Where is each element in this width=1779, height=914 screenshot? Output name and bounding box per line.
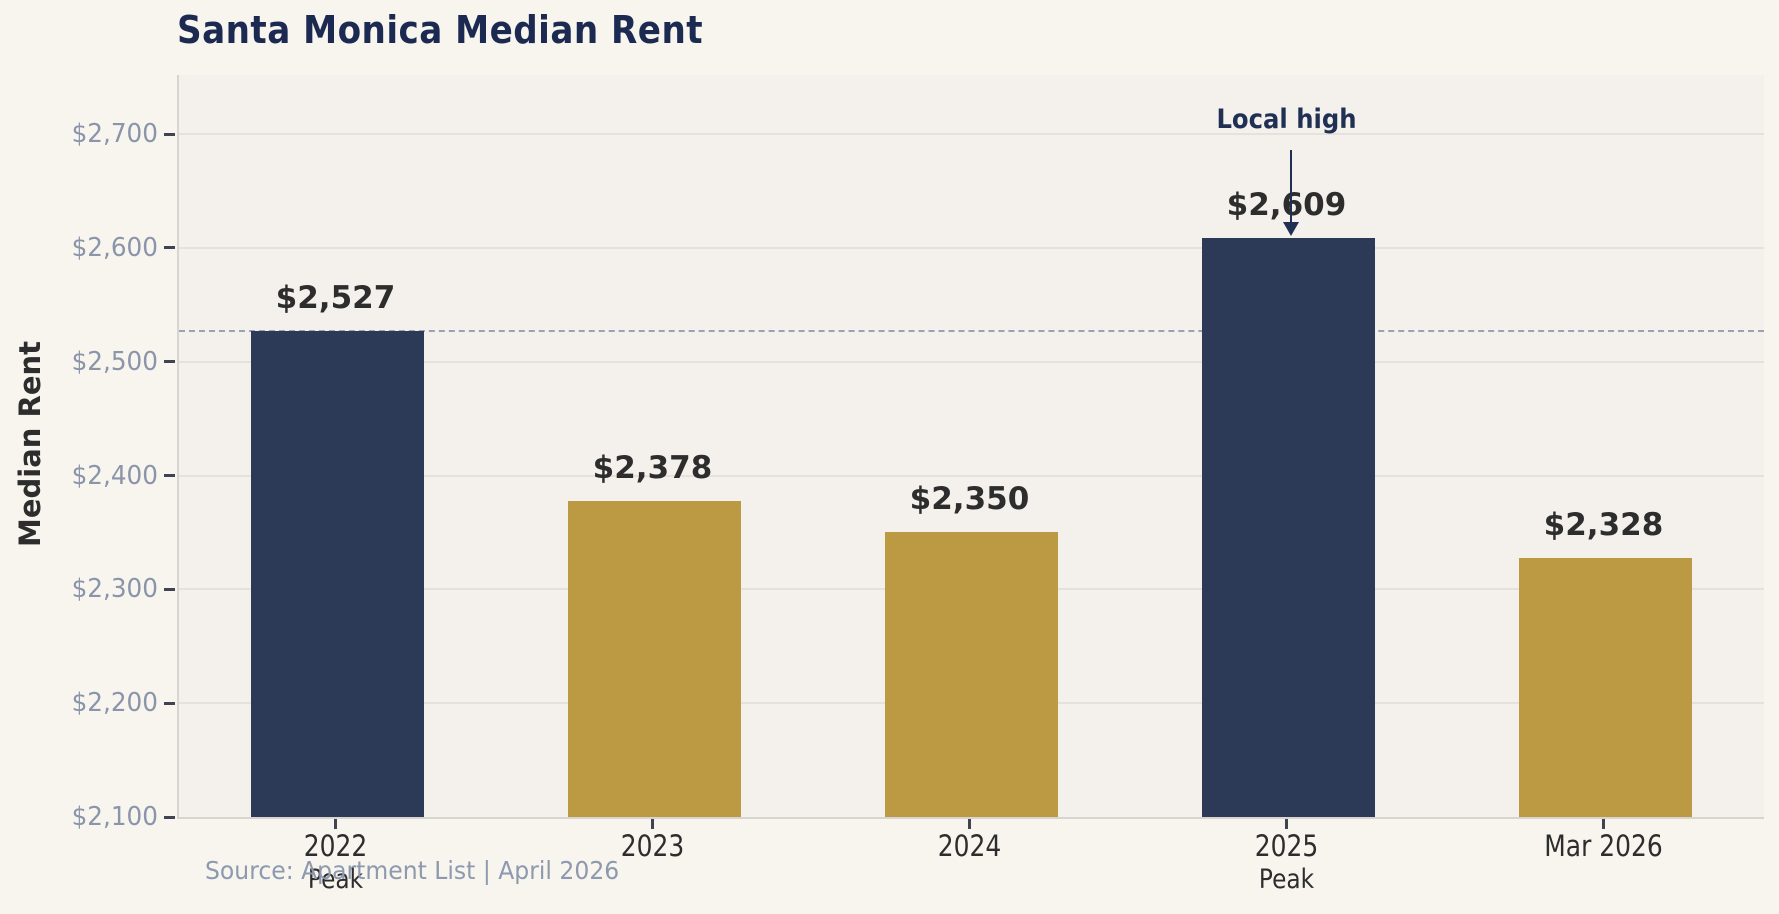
bar-value-label: $2,328	[1543, 506, 1664, 543]
x-tick-label: Mar 2026	[1544, 829, 1663, 863]
y-tick-label: $2,700	[71, 119, 158, 150]
source-caption: Source: Apartment List | April 2026	[205, 856, 620, 885]
y-tick-mark	[164, 246, 175, 250]
x-tick-label: 2024	[937, 829, 1002, 863]
bar	[568, 500, 741, 817]
x-tick-label: 2023	[620, 829, 685, 863]
gridline	[179, 360, 1764, 363]
plot-area	[177, 75, 1764, 819]
x-tick-label: 2022	[303, 829, 368, 863]
bar	[1202, 237, 1375, 817]
annotation-arrow	[1289, 150, 1292, 222]
y-tick-mark	[164, 474, 175, 478]
y-tick-mark	[164, 587, 175, 591]
y-tick-label: $2,300	[71, 574, 158, 605]
y-tick-mark	[164, 360, 175, 364]
y-tick-label: $2,600	[71, 232, 158, 263]
x-tick-mark	[651, 819, 654, 829]
x-tick-mark	[1602, 819, 1605, 829]
chart-title: Santa Monica Median Rent	[177, 8, 704, 52]
gridline	[179, 246, 1764, 249]
bar-value-label: $2,350	[909, 481, 1030, 518]
x-tick-mark	[968, 819, 971, 829]
gridline	[179, 474, 1764, 477]
bar	[885, 532, 1058, 817]
y-tick-mark	[164, 132, 175, 136]
x-sublabel-peak: Peak	[1258, 864, 1315, 895]
y-tick-mark	[164, 701, 175, 705]
y-tick-label: $2,400	[71, 460, 158, 491]
y-tick-label: $2,100	[71, 802, 158, 832]
annotation-arrowhead	[1282, 221, 1299, 236]
gridline	[179, 133, 1764, 136]
bar-value-label: $2,609	[1226, 186, 1347, 223]
x-tick-label: 2025	[1254, 829, 1319, 863]
reference-line	[179, 330, 1764, 333]
y-tick-label: $2,200	[71, 688, 158, 719]
bar-value-label: $2,527	[275, 280, 396, 317]
bar	[1519, 557, 1692, 817]
annotation-label: Local high	[1216, 104, 1357, 135]
bar-value-label: $2,378	[592, 449, 713, 486]
x-tick-mark	[1285, 819, 1288, 829]
y-tick-mark	[164, 815, 175, 819]
x-tick-mark	[334, 819, 337, 829]
bar	[251, 331, 424, 817]
x-sublabel-peak: Peak	[307, 864, 364, 895]
y-tick-label: $2,500	[71, 346, 158, 377]
